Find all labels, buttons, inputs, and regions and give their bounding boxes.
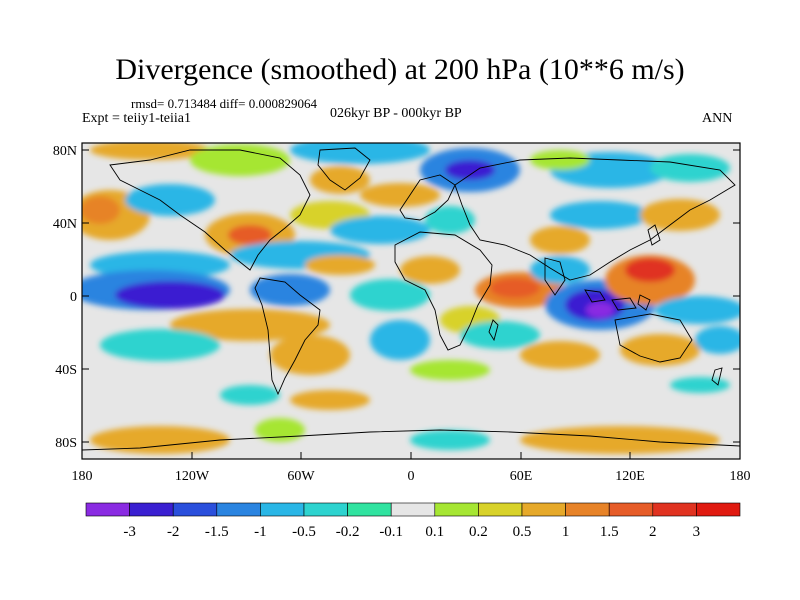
colorbar-swatch — [347, 502, 392, 517]
colorbar-label: 2 — [649, 524, 657, 540]
colorbar-swatch — [172, 502, 218, 517]
colorbar-swatch — [608, 502, 654, 517]
lon-tick-label: 120W — [175, 469, 210, 484]
colorbar-label: -3 — [123, 524, 136, 540]
axis-ticks — [81, 149, 741, 459]
longitude-labels: 180 120W 60W 0 60E 120E 180 — [72, 469, 751, 484]
colorbar-swatch — [390, 502, 436, 517]
divergence-field — [82, 143, 740, 454]
lat-tick-label: 80S — [55, 436, 77, 451]
colorbar-label: 3 — [693, 524, 701, 540]
colorbar-label: -1 — [254, 524, 267, 540]
colorbar-label: 0.1 — [425, 524, 444, 540]
latitude-labels: 80N 40N 0 40S 80S — [53, 144, 77, 451]
colorbar-label: -0.1 — [379, 524, 403, 540]
lon-tick-label: 60E — [510, 469, 533, 484]
colorbar-swatch — [260, 502, 305, 517]
colorbar-label: 0.2 — [469, 524, 488, 540]
colorbar-swatch — [85, 502, 130, 517]
lat-tick-label: 40S — [55, 363, 77, 378]
colorbar-swatch — [652, 502, 697, 517]
coastlines — [82, 147, 740, 451]
stats-text: rmsd= 0.713484 diff= 0.000829064 — [131, 96, 317, 111]
experiment-label: Expt = teiiy1-teiia1 — [82, 111, 191, 126]
lon-tick-label: 60W — [287, 469, 315, 484]
lat-tick-label: 0 — [70, 290, 77, 305]
colorbar-swatch — [521, 502, 566, 517]
lon-tick-label: 180 — [72, 469, 93, 484]
colorbar-label: 1.5 — [600, 524, 619, 540]
colorbar-label: -2 — [167, 524, 180, 540]
chart-title: Divergence (smoothed) at 200 hPa (10**6 … — [115, 53, 685, 86]
lon-tick-label: 0 — [408, 469, 415, 484]
lon-tick-label: 120E — [615, 469, 645, 484]
season-label: ANN — [702, 111, 733, 126]
colorbar-swatch — [216, 502, 261, 517]
colorbar-swatch — [129, 502, 174, 517]
lat-tick-label: 40N — [53, 217, 77, 232]
colorbar-label: -1.5 — [205, 524, 229, 540]
period-label: 026kyr BP - 000kyr BP — [330, 106, 462, 121]
lat-tick-label: 80N — [53, 144, 77, 159]
colorbar-swatch — [696, 502, 741, 517]
colorbar-label: -0.2 — [336, 524, 360, 540]
colorbar-swatch — [303, 502, 348, 517]
colorbar — [85, 502, 741, 517]
colorbar-swatch — [565, 502, 610, 517]
colorbar-label: -0.5 — [292, 524, 316, 540]
colorbar-labels: -3 -2 -1.5 -1 -0.5 -0.2 -0.1 0.1 0.2 0.5 1 1.5 2 3 — [123, 524, 700, 540]
colorbar-label: 1 — [562, 524, 570, 540]
colorbar-swatch — [478, 502, 523, 517]
lon-tick-label: 180 — [730, 469, 751, 484]
colorbar-swatch — [434, 502, 479, 517]
colorbar-label: 0.5 — [513, 524, 532, 540]
